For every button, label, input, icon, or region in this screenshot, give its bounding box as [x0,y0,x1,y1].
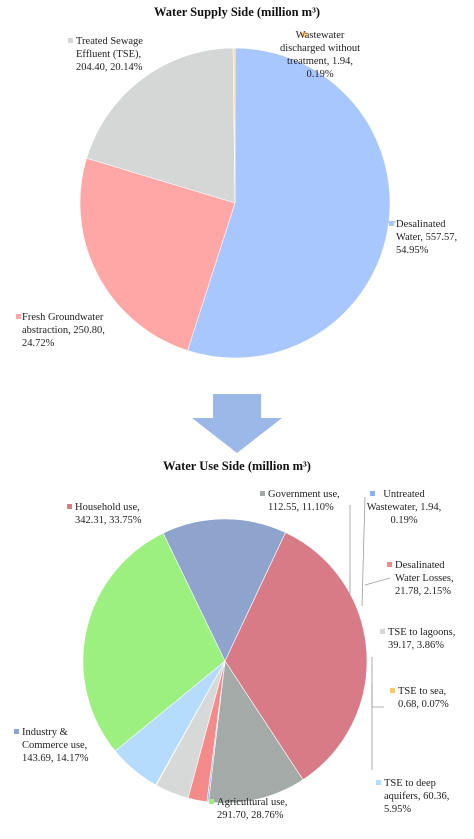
data-label-wastewater-discharged-without-treatment: Wastewater discharged without treatment, 1… [280,30,360,80]
data-label-desalinated-water: Desalinated Water, 557.57, 54.95% [396,219,457,256]
legend-marker-government-use [260,491,265,496]
leader-line-untreated-wastewater [361,496,366,607]
data-label-tse-to-deep-aquifers: TSE to deep aquifers, 60.36, 5.95% [384,778,449,815]
legend-marker-treated-sewage-effluent-tse [68,38,73,43]
pie-slice-industry-and-commerce-use [162,518,286,662]
data-label-treated-sewage-effluent-tse: Treated Sewage Effluent (TSE), 204.40, 20.… [76,36,143,73]
legend-marker-household-use [67,504,72,509]
use-chart-title: Water Use Side (million m³) [163,459,311,473]
data-label-household-use: Household use, 342.31, 33.75% [75,502,142,526]
legend-marker-fresh-groundwater-abstraction [16,314,21,319]
pie-slice-household-use [224,532,368,781]
legend-marker-agricultural-use [209,799,214,804]
legend-marker-desalinated-water [389,221,394,226]
data-label-industry-and-commerce-use: Industry & Commerce use, 143.69, 14.17% [22,727,89,764]
legend-marker-tse-to-deep-aquifers [376,780,381,785]
data-label-desalinated-water-losses: Desalinated Water Losses, 21.78, 2.15% [395,560,454,597]
flow-arrow-icon [192,394,282,453]
pie-slice-wastewater-discharged-without-treatment [232,47,236,204]
data-label-untreated-wastewater: Untreated Wastewater, 1.94, 0.19% [367,489,442,526]
data-label-government-use: Government use, 112.55, 11.10% [268,489,340,513]
pie-slice-fresh-groundwater-abstraction [79,157,236,351]
leader-line-desalinated-water-losses [364,577,391,586]
data-label-tse-to-sea: TSE to sea, 0.68, 0.07% [398,686,449,710]
supply-pie: Water Supply Side (million m³) Desalinat… [16,5,457,359]
use-leaders [349,496,391,770]
data-label-tse-to-lagoons: TSE to lagoons, 39.17, 3.86% [388,627,455,651]
use-labels: Household use, 342.31, 33.75% Government u… [14,489,455,821]
leader-line-tse-to-sea [371,657,384,708]
legend-marker-tse-to-sea [390,688,395,693]
pie-slice-desalinated-water [187,47,391,359]
pie-slice-treated-sewage-effluent-tse [86,47,236,204]
use-slices [82,518,368,804]
supply-chart-title: Water Supply Side (million m³) [154,5,320,19]
legend-marker-tse-to-lagoons [380,629,385,634]
legend-marker-untreated-wastewater [370,491,375,496]
legend-marker-industry-and-commerce-use [14,729,19,734]
supply-labels: Desalinated Water, 557.57, 54.95% Fresh Gro… [16,30,457,349]
legend-marker-wastewater-discharged-without-treatment [302,32,307,37]
data-label-agricultural-use: Agricultural use, 291.70, 28.76% [217,797,288,821]
supply-slices [79,47,391,359]
use-pie: Water Use Side (million m³) Household us… [14,459,455,821]
data-label-fresh-groundwater-abstraction: Fresh Groundwater abstraction, 250.80, 24.… [22,312,105,349]
legend-marker-desalinated-water-losses [387,562,392,567]
